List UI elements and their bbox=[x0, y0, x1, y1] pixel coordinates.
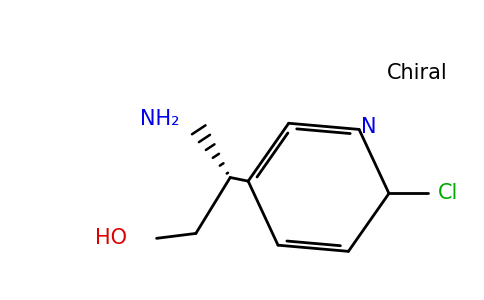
Text: HO: HO bbox=[95, 228, 127, 248]
Text: Cl: Cl bbox=[438, 184, 458, 203]
Text: Chiral: Chiral bbox=[387, 63, 448, 83]
Text: NH₂: NH₂ bbox=[139, 109, 179, 129]
Text: N: N bbox=[361, 117, 377, 137]
